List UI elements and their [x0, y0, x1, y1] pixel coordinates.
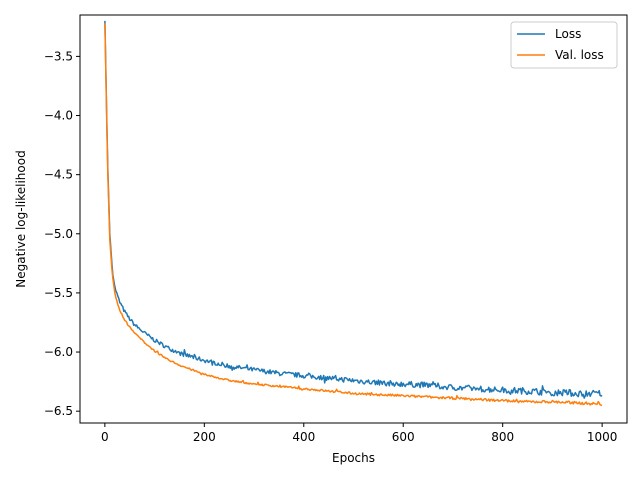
- x-tick-label: 400: [292, 430, 315, 444]
- legend-label: Loss: [555, 27, 581, 41]
- y-axis-ticks: −6.5 −6.0 −5.5 −5.0 −4.5 −4.0 −3.5: [44, 49, 80, 418]
- series-line-loss: [104, 20, 603, 399]
- y-tick-label: −4.0: [44, 109, 73, 123]
- y-tick-label: −4.5: [44, 168, 73, 182]
- plot-frame: [79, 14, 628, 424]
- y-axis-label: Negative log-likelihood: [14, 150, 28, 287]
- y-tick-label: −5.0: [44, 227, 73, 241]
- x-axis-ticks: 0 200 400 600 800 1000: [101, 423, 617, 444]
- legend: Loss Val. loss: [510, 21, 618, 69]
- legend-label: Val. loss: [555, 48, 604, 62]
- x-tick-label: 0: [101, 430, 109, 444]
- x-tick-label: 600: [392, 430, 415, 444]
- x-axis-label: Epochs: [332, 451, 375, 465]
- y-tick-label: −6.0: [44, 345, 73, 359]
- x-tick-label: 800: [491, 430, 514, 444]
- y-tick-label: −3.5: [44, 49, 73, 63]
- y-tick-label: −6.5: [44, 404, 73, 418]
- x-tick-label: 200: [193, 430, 216, 444]
- series-line-val-loss: [104, 23, 603, 406]
- plot-area: [104, 20, 603, 406]
- y-tick-label: −5.5: [44, 286, 73, 300]
- x-tick-label: 1000: [587, 430, 618, 444]
